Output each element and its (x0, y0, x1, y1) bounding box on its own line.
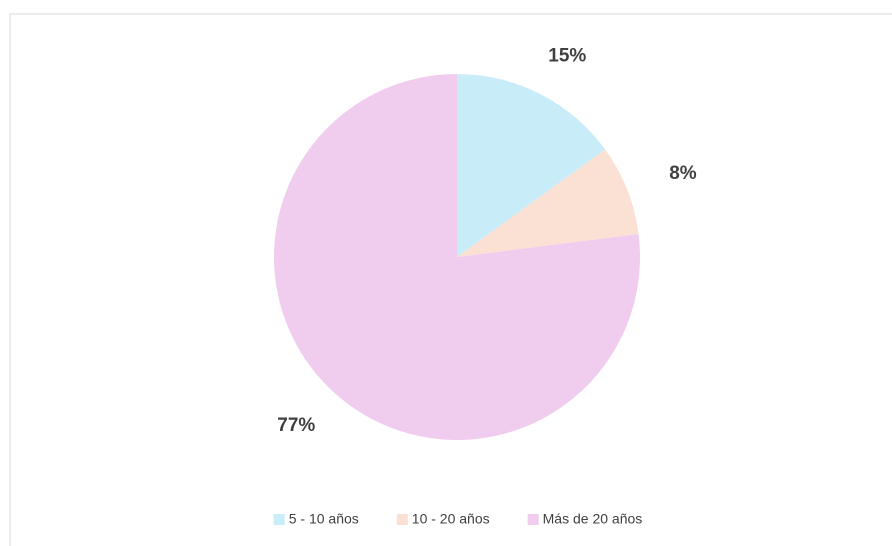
data-label: 15% (548, 46, 586, 67)
data-label: 77% (277, 415, 315, 436)
data-label: 8% (669, 163, 697, 184)
legend-swatch (396, 514, 408, 525)
pie-slice (457, 74, 606, 257)
chart-frame (9, 13, 892, 546)
legend-label: 5 - 10 años (289, 511, 359, 527)
legend-swatch (273, 514, 285, 525)
legend-swatch (527, 514, 539, 525)
pie-slice (457, 149, 639, 257)
legend-label: Más de 20 años (543, 511, 643, 527)
legend-label: 10 - 20 años (412, 511, 490, 527)
pie-slice (274, 74, 640, 441)
